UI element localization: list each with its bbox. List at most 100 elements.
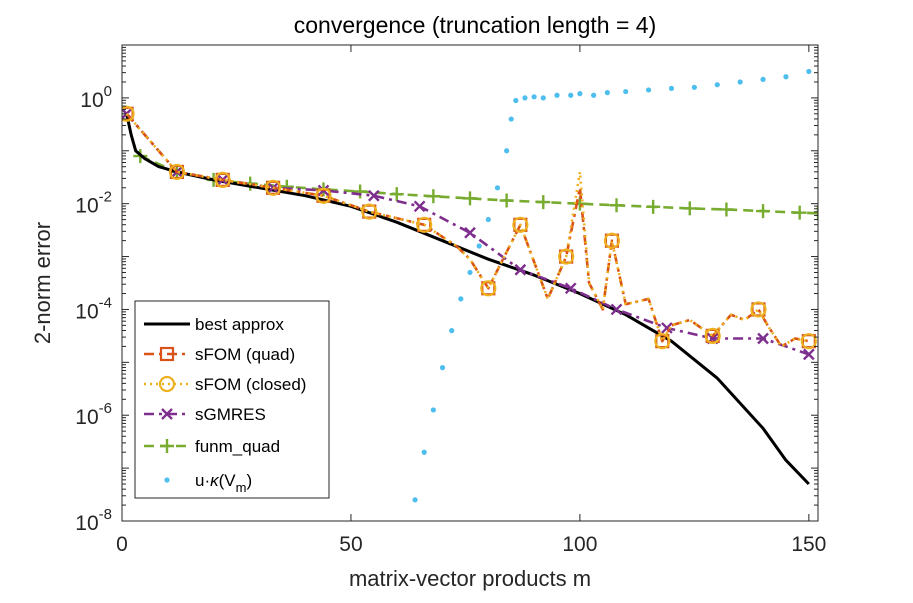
x-tick-label: 0 bbox=[116, 533, 128, 556]
data-point-u-v-m bbox=[504, 148, 510, 154]
data-point-funm-quad bbox=[756, 204, 771, 219]
data-point-funm-quad bbox=[792, 205, 807, 220]
data-point-u-v-m bbox=[806, 68, 812, 75]
x-tick-label: 100 bbox=[562, 533, 597, 556]
data-point-funm-quad bbox=[389, 187, 404, 202]
data-point-funm-quad bbox=[499, 193, 514, 208]
data-point-u-v-m bbox=[760, 76, 766, 82]
series-u-v-m bbox=[412, 68, 812, 503]
data-point-sgmres bbox=[757, 332, 769, 345]
legend-entries: best approx sFOM (quad) sFOM (closed) sGMRE… bbox=[144, 315, 306, 456]
chart-title: convergence (truncation length = 4) bbox=[294, 12, 656, 38]
data-point-u-v-m bbox=[540, 95, 546, 101]
legend-entry-best-approx: best approx bbox=[144, 315, 284, 334]
data-point-sfom-closed bbox=[654, 333, 671, 350]
legend-kappa-symbol: κ bbox=[210, 471, 220, 490]
data-point-sfom-closed bbox=[416, 216, 433, 233]
x-tick-label: 50 bbox=[339, 533, 362, 556]
data-point-funm-quad bbox=[609, 198, 624, 213]
data-point-funm-quad bbox=[353, 184, 368, 199]
legend-kappa-prefix: u· bbox=[195, 471, 210, 490]
legend-entry-sgmres: sGMRES bbox=[144, 405, 266, 424]
data-point-sfom-closed bbox=[512, 216, 529, 233]
data-point-u-v-m bbox=[554, 92, 560, 98]
legend-marker-sgmres bbox=[161, 408, 173, 420]
data-point-u-v-m bbox=[714, 82, 720, 88]
legend-label-funm-quad: funm_quad bbox=[195, 437, 280, 456]
data-point-sfom-closed bbox=[265, 179, 282, 196]
data-point-u-v-m bbox=[508, 116, 514, 122]
data-point-u-v-m bbox=[691, 84, 697, 90]
y-axis-label: 2-norm error bbox=[30, 222, 55, 344]
data-point-u-v-m bbox=[531, 94, 537, 100]
x-tick-label: 150 bbox=[791, 533, 826, 556]
x-axis-label: matrix-vector products m bbox=[349, 566, 591, 591]
data-point-u-v-m bbox=[568, 92, 574, 98]
legend-marker-sfom-closed bbox=[158, 375, 176, 393]
y-tick-label: 10-2 bbox=[75, 189, 112, 218]
series-layer bbox=[122, 68, 818, 503]
legend-entry-kappa: u·κ(Vm) bbox=[164, 471, 252, 495]
data-point-u-v-m bbox=[494, 185, 501, 191]
data-point-sgmres bbox=[464, 226, 476, 239]
data-point-sfom-closed bbox=[214, 171, 231, 188]
y-tick-label: 10-6 bbox=[75, 400, 112, 429]
data-point-funm-quad bbox=[719, 202, 734, 217]
data-point-u-v-m bbox=[783, 74, 789, 80]
data-point-funm-quad bbox=[426, 189, 441, 204]
y-tick-label: 10-8 bbox=[75, 506, 112, 535]
data-point-sfom-closed bbox=[480, 280, 497, 297]
y-tick-labels: 100 10-2 10-4 10-6 10-8 bbox=[75, 83, 112, 535]
data-point-sgmres bbox=[610, 303, 623, 316]
legend: best approx sFOM (quad) sFOM (closed) sGMRE… bbox=[134, 300, 330, 499]
data-point-sgmres bbox=[413, 200, 426, 213]
data-point-u-v-m bbox=[645, 87, 652, 93]
series-line-best-approx bbox=[125, 113, 810, 486]
y-tick-label: 10-4 bbox=[75, 294, 112, 323]
data-point-u-v-m bbox=[439, 365, 446, 371]
data-point-sfom-closed bbox=[122, 105, 135, 122]
data-point-sgmres bbox=[661, 322, 673, 334]
legend-entry-funm-quad: funm_quad bbox=[144, 437, 280, 456]
data-point-sfom-closed bbox=[750, 301, 767, 318]
y-tick-label: 100 bbox=[80, 83, 112, 112]
data-point-u-v-m bbox=[458, 296, 464, 302]
legend-box bbox=[134, 300, 330, 499]
series-best-approx bbox=[125, 113, 810, 486]
legend-kappa-close: ) bbox=[246, 471, 252, 490]
data-point-u-v-m bbox=[604, 90, 610, 96]
axes-box bbox=[121, 44, 819, 522]
data-point-u-v-m bbox=[591, 92, 597, 98]
data-point-sgmres bbox=[367, 189, 380, 202]
data-point-sfom-closed bbox=[558, 248, 575, 265]
x-tick-labels: 0 50 100 150 bbox=[116, 533, 826, 556]
data-point-sgmres bbox=[514, 263, 527, 276]
legend-label-sfom-closed: sFOM (closed) bbox=[195, 375, 306, 394]
data-point-u-v-m bbox=[476, 243, 482, 249]
data-point-sfom-closed bbox=[361, 203, 378, 220]
legend-label-sgmres: sGMRES bbox=[195, 405, 266, 424]
data-point-u-v-m bbox=[421, 449, 427, 455]
data-point-funm-quad bbox=[682, 201, 697, 216]
data-point-u-v-m bbox=[737, 79, 743, 85]
data-point-sfom-closed bbox=[800, 333, 817, 350]
data-point-funm-quad bbox=[536, 195, 551, 210]
legend-entry-sfom-closed: sFOM (closed) bbox=[144, 375, 306, 394]
data-point-u-v-m bbox=[623, 88, 629, 95]
legend-label-kappa: u·κ(Vm) bbox=[195, 471, 252, 495]
data-point-sfom-closed bbox=[603, 232, 621, 249]
series-sfom-closed bbox=[122, 105, 817, 350]
data-point-funm-quad bbox=[646, 199, 661, 214]
data-point-sfom-closed bbox=[168, 163, 186, 181]
data-point-sgmres bbox=[802, 348, 815, 361]
data-point-u-v-m bbox=[668, 85, 675, 91]
legend-marker-sfom-quad bbox=[159, 346, 175, 362]
data-point-funm-quad bbox=[463, 191, 477, 206]
legend-marker-funm-quad bbox=[160, 439, 174, 453]
legend-label-sfom-quad: sFOM (quad) bbox=[195, 345, 295, 364]
data-point-u-v-m bbox=[522, 95, 528, 101]
legend-kappa-sub: m bbox=[236, 480, 247, 495]
data-point-u-v-m bbox=[485, 216, 491, 223]
legend-label-best-approx: best approx bbox=[195, 315, 284, 334]
